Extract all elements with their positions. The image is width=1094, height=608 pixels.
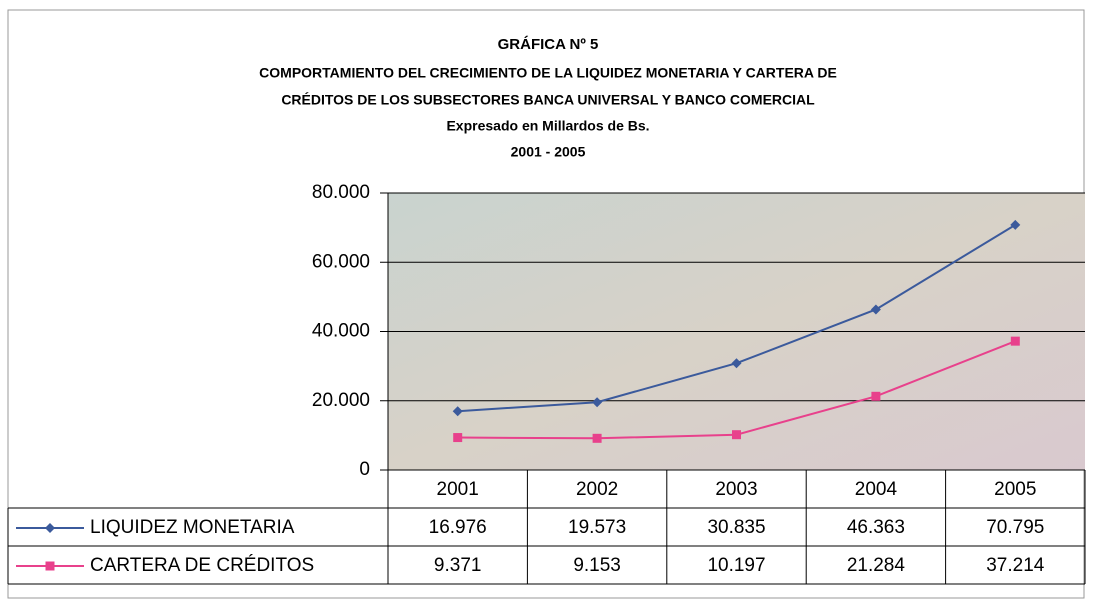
x-tick-label: 2003	[715, 479, 757, 500]
data-point	[871, 391, 881, 401]
subtitle: Expresado en Millardos de Bs.	[446, 118, 649, 134]
data-point	[870, 304, 881, 315]
x-tick-label: 2004	[855, 479, 898, 500]
data-point	[453, 433, 463, 443]
data-label: 46.363	[847, 517, 905, 538]
subtitle: CRÉDITOS DE LOS SUBSECTORES BANCA UNIVER…	[281, 92, 815, 108]
y-tick-label: 20.000	[312, 390, 370, 411]
x-tick-label: 2005	[994, 479, 1036, 500]
subtitle: COMPORTAMIENTO DEL CRECIMIENTO DE LA LIQ…	[259, 65, 837, 81]
y-tick-label: 60.000	[312, 251, 370, 272]
legend-label: LIQUIDEZ MONETARIA	[90, 517, 295, 538]
legend-marker	[45, 561, 55, 571]
data-point	[732, 430, 741, 440]
chart-title: GRÁFICA Nº 5	[498, 36, 599, 53]
legend-label: CARTERA DE CRÉDITOS	[90, 555, 314, 576]
data-point	[452, 406, 463, 417]
data-label: 70.795	[986, 517, 1044, 538]
y-tick-label: 0	[359, 459, 370, 480]
x-tick-label: 2001	[437, 479, 479, 500]
data-label: 37.214	[986, 555, 1045, 576]
data-point	[1010, 336, 1020, 346]
data-point	[1010, 219, 1021, 230]
subtitle: 2001 - 2005	[511, 144, 586, 160]
data-label: 21.284	[847, 555, 906, 576]
data-label: 30.835	[707, 517, 765, 538]
data-point	[592, 433, 602, 443]
y-tick-label: 80.000	[312, 182, 370, 203]
x-tick-label: 2002	[576, 479, 618, 500]
data-point	[731, 358, 742, 369]
data-label: 16.976	[429, 517, 487, 538]
y-tick-label: 40.000	[312, 321, 370, 342]
data-label: 19.573	[568, 517, 626, 538]
data-label: 9.153	[573, 555, 621, 576]
data-point	[592, 397, 603, 408]
data-label: 9.371	[434, 555, 482, 576]
legend-marker	[45, 523, 55, 533]
data-label: 10.197	[707, 555, 765, 576]
